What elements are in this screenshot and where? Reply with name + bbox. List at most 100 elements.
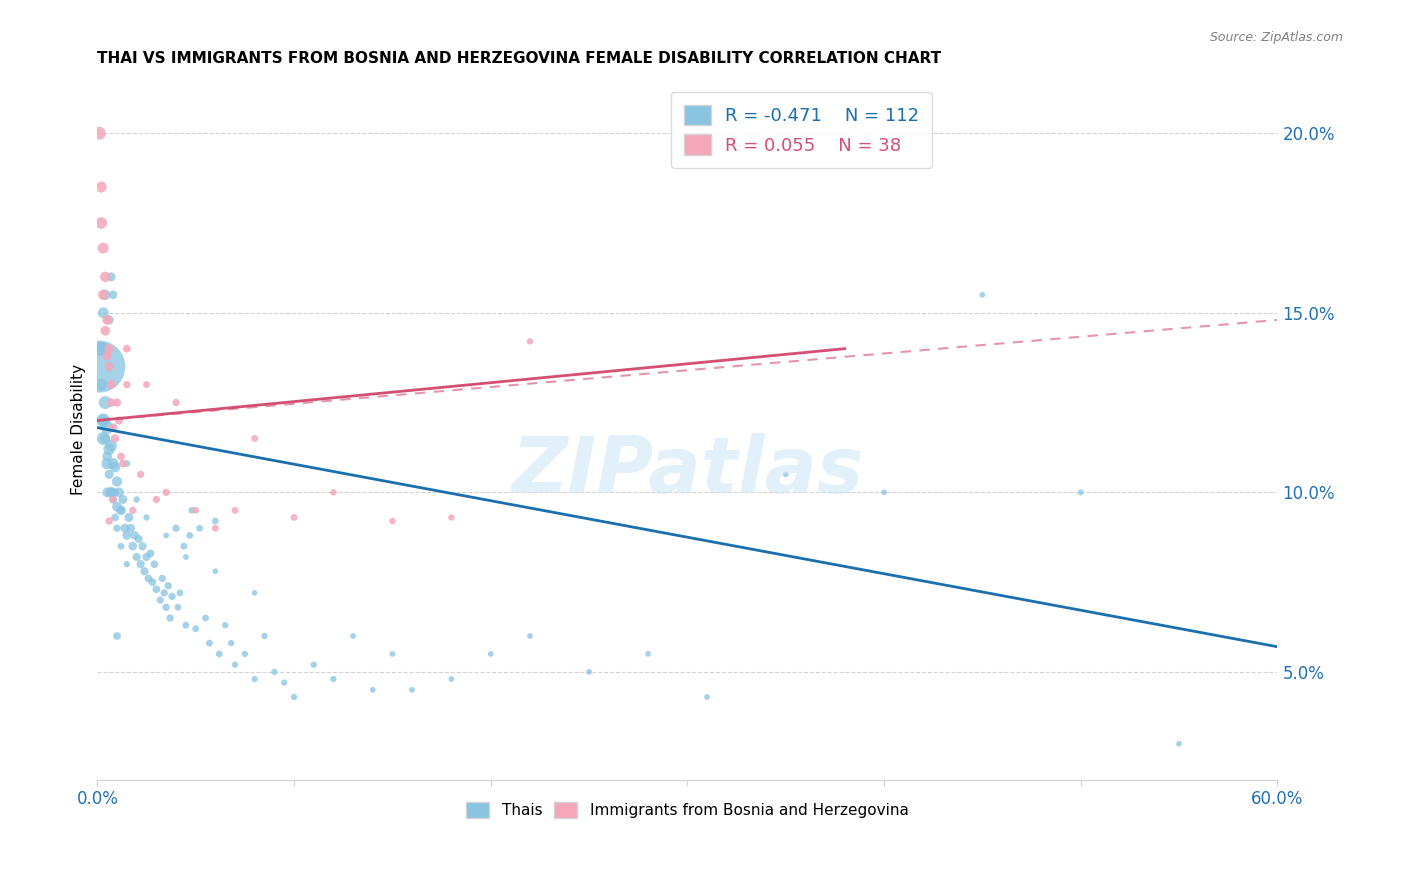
Point <box>165 395 187 409</box>
Point <box>381 647 404 661</box>
Point <box>149 593 172 607</box>
Point <box>1168 737 1191 751</box>
Point <box>173 539 195 553</box>
Point <box>169 586 191 600</box>
Point <box>100 439 122 453</box>
Point <box>194 611 217 625</box>
Point <box>104 485 127 500</box>
Point <box>322 672 344 686</box>
Point <box>204 514 226 528</box>
Point <box>104 460 127 475</box>
Point <box>578 665 600 679</box>
Point <box>94 395 117 409</box>
Point <box>100 485 122 500</box>
Point <box>381 514 404 528</box>
Point <box>111 457 134 471</box>
Point <box>89 359 111 374</box>
Point <box>243 586 266 600</box>
Point <box>110 539 132 553</box>
Point <box>243 432 266 446</box>
Point <box>100 377 122 392</box>
Point <box>198 636 221 650</box>
Point <box>479 647 502 661</box>
Point <box>214 618 236 632</box>
Point <box>184 503 207 517</box>
Point <box>96 485 118 500</box>
Point <box>110 503 132 517</box>
Point <box>108 485 131 500</box>
Point <box>155 485 177 500</box>
Point <box>91 288 114 302</box>
Point <box>263 665 285 679</box>
Point <box>141 575 163 590</box>
Point <box>105 475 128 489</box>
Point <box>174 618 197 632</box>
Point <box>91 306 114 320</box>
Point <box>775 467 797 482</box>
Point <box>104 432 127 446</box>
Point <box>90 377 112 392</box>
Point <box>519 629 541 643</box>
Point <box>98 313 121 327</box>
Point <box>174 549 197 564</box>
Point <box>180 503 202 517</box>
Point <box>101 420 124 434</box>
Point <box>100 395 122 409</box>
Point <box>131 539 153 553</box>
Point <box>90 216 112 230</box>
Point <box>101 492 124 507</box>
Point <box>519 334 541 349</box>
Point <box>145 582 167 597</box>
Point <box>94 269 117 284</box>
Point <box>94 432 117 446</box>
Point <box>440 510 463 524</box>
Point <box>167 600 190 615</box>
Point <box>401 682 423 697</box>
Point <box>233 647 256 661</box>
Point <box>108 413 131 427</box>
Text: Source: ZipAtlas.com: Source: ZipAtlas.com <box>1209 31 1343 45</box>
Point <box>89 126 111 140</box>
Point <box>105 629 128 643</box>
Point <box>972 288 994 302</box>
Point <box>121 503 143 517</box>
Point <box>1070 485 1092 500</box>
Point <box>157 579 180 593</box>
Point <box>105 500 128 514</box>
Point <box>96 457 118 471</box>
Point <box>121 539 143 553</box>
Point <box>115 377 138 392</box>
Point <box>114 521 136 535</box>
Point <box>204 564 226 578</box>
Point <box>91 413 114 427</box>
Point <box>96 450 118 464</box>
Point <box>98 342 121 356</box>
Point <box>342 629 364 643</box>
Point <box>135 510 157 524</box>
Point <box>150 572 173 586</box>
Point <box>98 442 121 457</box>
Point <box>155 600 177 615</box>
Point <box>91 241 114 255</box>
Point <box>110 450 132 464</box>
Point <box>128 532 150 546</box>
Point <box>115 342 138 356</box>
Text: ZIPatlas: ZIPatlas <box>512 434 863 509</box>
Point <box>125 492 148 507</box>
Point <box>101 288 124 302</box>
Point <box>135 377 157 392</box>
Point <box>143 557 166 571</box>
Point <box>134 564 156 578</box>
Point <box>139 546 162 560</box>
Point <box>90 180 112 194</box>
Point <box>101 457 124 471</box>
Point <box>138 572 160 586</box>
Point <box>219 636 242 650</box>
Legend: Thais, Immigrants from Bosnia and Herzegovina: Thais, Immigrants from Bosnia and Herzeg… <box>460 797 914 824</box>
Point <box>100 269 122 284</box>
Point <box>243 672 266 686</box>
Point <box>98 514 121 528</box>
Point <box>135 549 157 564</box>
Point <box>90 342 112 356</box>
Y-axis label: Female Disability: Female Disability <box>72 364 86 495</box>
